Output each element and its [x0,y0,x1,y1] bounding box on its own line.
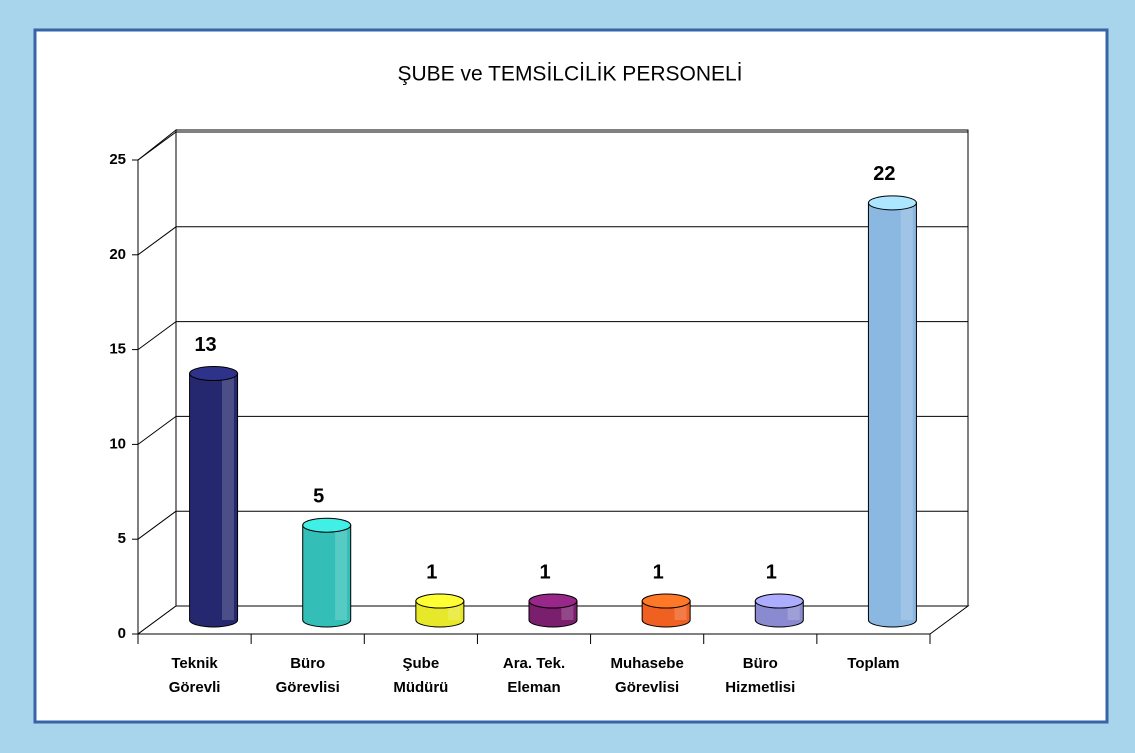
bar [754,593,804,628]
x-tick-label: Muhasebe [610,655,683,672]
x-tick-label: Şube [403,655,440,672]
x-tick-label: Toplam [847,655,899,672]
value-label: 22 [873,163,895,185]
bar [528,593,578,628]
bar-shade [900,202,913,620]
bar-cap [528,593,578,609]
x-tick-label: Teknik [171,655,218,672]
back-wall [175,129,969,607]
y-tick-label: 25 [109,151,126,168]
y-tick-label: 10 [109,435,126,452]
grid-side [137,131,177,161]
bar-cap [867,195,917,211]
y-tick-label: 15 [109,341,126,358]
bar-cap [641,593,691,609]
value-label: 5 [313,485,324,507]
value-label: 1 [766,561,777,583]
bar-shade [221,373,234,620]
chart-title: ŞUBE ve TEMSİLCİLİK PERSONELİ [397,63,742,86]
grid-side [137,510,177,540]
value-label: 1 [653,561,664,583]
bar [641,593,691,628]
grid-side [137,321,177,351]
bar-body [867,202,917,628]
value-label: 13 [194,334,216,356]
x-tick-label: Büro [743,655,778,672]
grid-side [137,226,177,256]
value-label: 1 [539,561,550,583]
x-tick-label: Görevlisi [276,679,340,696]
y-tick-label: 0 [118,625,126,642]
grid-side [137,415,177,445]
bar-cap [415,593,465,609]
x-tick-label: Hizmetlisi [725,679,795,696]
x-tick-label: Ara. Tek. [503,655,565,672]
bar-body [302,524,352,628]
value-label: 1 [426,561,437,583]
bar-cap [754,593,804,609]
bar-body [189,373,239,628]
y-tick-label: 20 [109,246,126,263]
bar [302,517,352,628]
x-tick-label: Büro [290,655,325,672]
bar [415,593,465,628]
bar-cap [302,517,352,533]
x-tick-label: Eleman [507,679,560,696]
bar-shade [335,525,348,620]
bar [867,195,917,628]
x-tick-label: Müdürü [393,679,448,696]
bar [189,366,239,628]
bar-cap [189,366,239,382]
x-tick-label: Görevlisi [615,679,679,696]
x-tick-label: Görevli [169,679,221,696]
y-tick-label: 5 [118,530,126,547]
side-wall [137,128,177,635]
